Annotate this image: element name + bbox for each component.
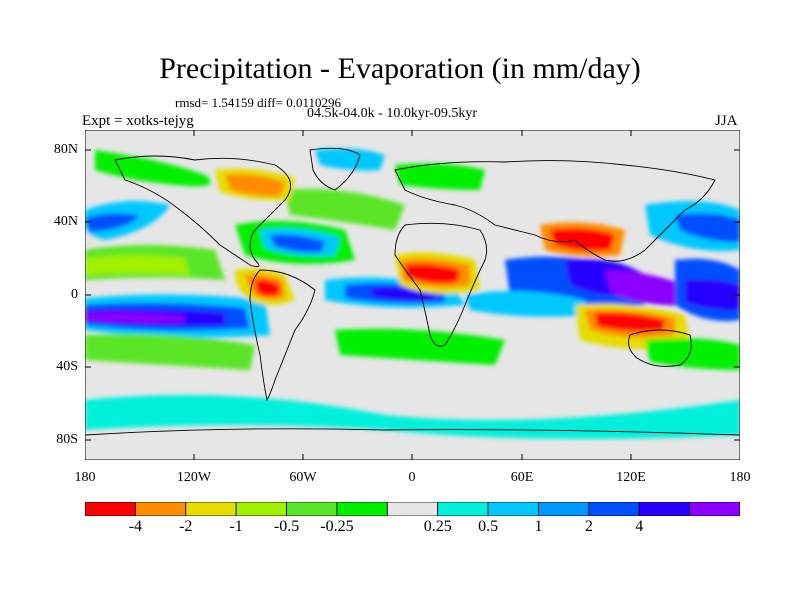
lat-label-80n: 80N xyxy=(53,142,78,157)
colorbar-label: -4 xyxy=(128,518,143,535)
colorbar-swatch xyxy=(588,502,640,516)
colorbar-label: 0.25 xyxy=(423,518,452,535)
colorbar-swatch xyxy=(134,502,187,516)
period-text: 04.5k-04.0k - 10.0kyr-09.5kyr xyxy=(307,106,478,121)
lon-label-60e: 60E xyxy=(510,470,534,485)
lat-ticks xyxy=(85,149,740,441)
colorbar-label: -0.25 xyxy=(320,518,354,535)
lon-label-120e: 120E xyxy=(616,470,646,485)
colorbar-label: -1 xyxy=(229,518,243,535)
colorbar-swatch xyxy=(689,502,740,516)
colorbar-swatch xyxy=(85,502,136,516)
lat-label-40n: 40N xyxy=(53,214,78,229)
colorbar-swatch xyxy=(437,502,489,516)
colorbar-label: 0.5 xyxy=(478,518,499,535)
colorbar-swatch xyxy=(235,502,287,516)
colorbar-label: 1 xyxy=(534,518,543,535)
colorbar-swatch xyxy=(538,502,590,516)
lon-label-0: 0 xyxy=(408,470,416,485)
lat-label-40s: 40S xyxy=(56,359,78,374)
colorbar-swatch xyxy=(386,502,439,516)
lat-label-80s: 80S xyxy=(56,432,78,447)
experiment-label: Expt = xotks-tejyg xyxy=(82,113,194,129)
lon-label-180-right: 180 xyxy=(729,470,751,485)
colorbar-label: -2 xyxy=(179,518,193,535)
stats-text: rmsd= 1.54159 diff= 0.0110296 xyxy=(175,95,341,110)
lon-ticks xyxy=(193,130,632,460)
colorbar-label: -0.5 xyxy=(273,518,300,535)
colorbar-label: 4 xyxy=(635,518,644,535)
colorbar-swatch xyxy=(487,502,539,516)
colorbar-swatch xyxy=(185,502,237,516)
precipitation-map xyxy=(85,130,740,460)
colorbar xyxy=(85,502,740,516)
lon-label-60w: 60W xyxy=(289,470,317,485)
field-contours xyxy=(85,148,740,439)
coastlines xyxy=(85,147,740,436)
season-label: JJA xyxy=(715,113,738,129)
colorbar-swatch xyxy=(336,502,388,516)
lon-label-180-left: 180 xyxy=(74,470,96,485)
map-title: Precipitation - Evaporation (in mm/day) xyxy=(159,52,641,85)
lon-label-120w: 120W xyxy=(176,470,212,485)
colorbar-swatch xyxy=(638,502,691,516)
colorbar-swatch xyxy=(286,502,338,516)
lat-label-0: 0 xyxy=(71,287,78,302)
colorbar-label: 2 xyxy=(584,518,593,535)
